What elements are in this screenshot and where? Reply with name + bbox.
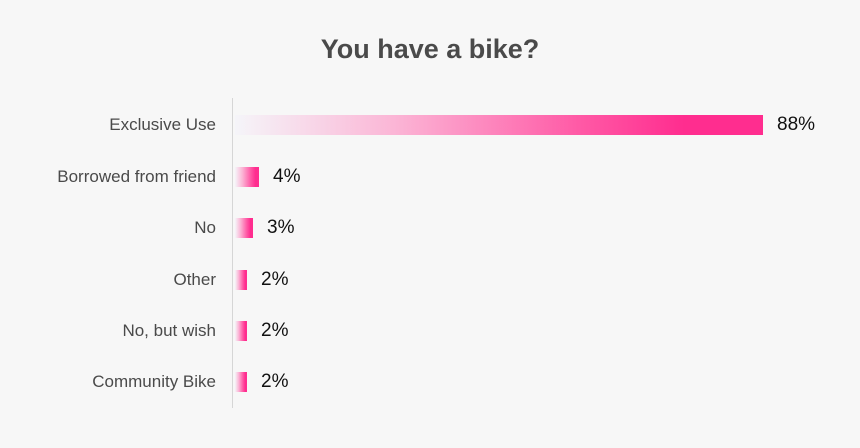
value-label: 88% <box>777 114 816 135</box>
category-label: Exclusive Use <box>109 115 216 134</box>
chart-title: You have a bike? <box>320 34 540 64</box>
bar <box>235 270 247 290</box>
bar <box>235 218 253 238</box>
value-label: 4% <box>273 166 301 187</box>
bar-row: Exclusive Use 88% <box>0 115 860 135</box>
category-label: Community Bike <box>92 372 216 391</box>
value-label: 2% <box>261 269 289 290</box>
bar-row: Borrowed from friend 4% <box>0 167 860 187</box>
category-label: No <box>194 218 216 237</box>
category-label: No, but wish <box>122 321 216 340</box>
category-label: Other <box>173 270 216 289</box>
value-label: 2% <box>261 371 289 392</box>
bar <box>235 321 247 341</box>
y-axis-line <box>232 98 233 408</box>
bar <box>235 167 259 187</box>
bar-row: No 3% <box>0 218 860 238</box>
bar-row: No, but wish 2% <box>0 321 860 341</box>
bar <box>235 115 763 135</box>
category-label: Borrowed from friend <box>57 167 216 186</box>
bar <box>235 372 247 392</box>
value-label: 2% <box>261 320 289 341</box>
bar-row: Community Bike 2% <box>0 372 860 392</box>
bar-row: Other 2% <box>0 270 860 290</box>
value-label: 3% <box>267 217 295 238</box>
